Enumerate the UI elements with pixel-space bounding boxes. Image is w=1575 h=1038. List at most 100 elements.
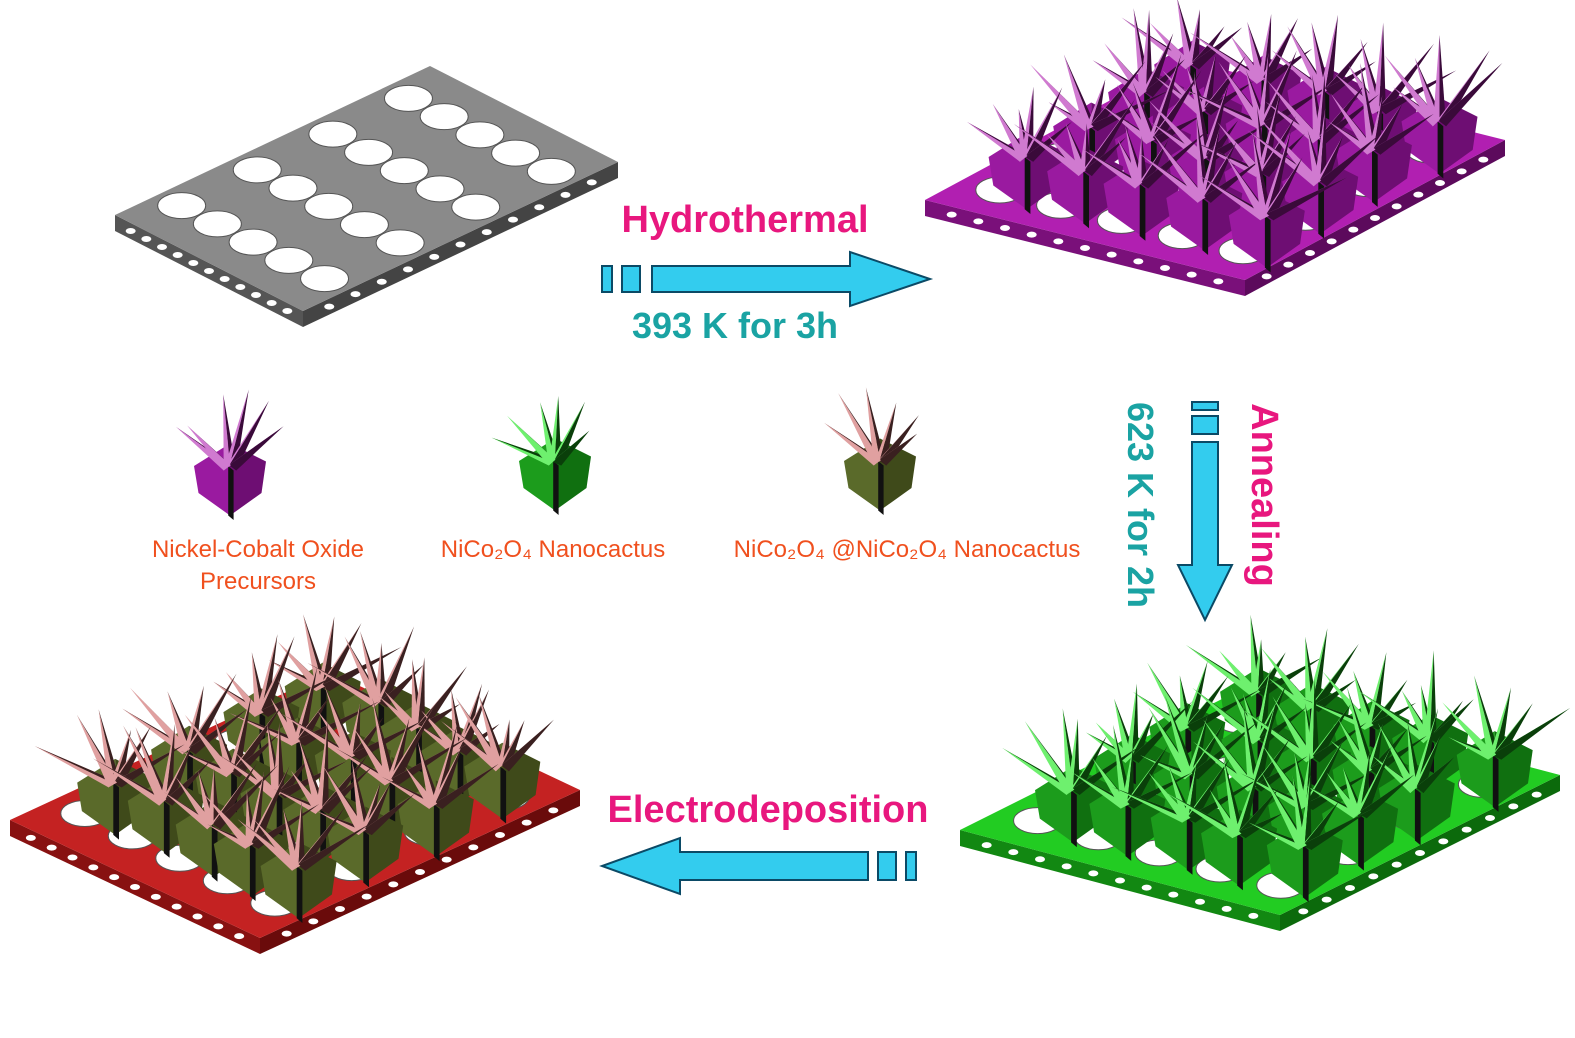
spike xyxy=(1204,159,1262,203)
spike xyxy=(1312,628,1328,713)
spike xyxy=(360,631,381,708)
spike xyxy=(417,741,436,809)
spike xyxy=(1101,105,1153,144)
spike xyxy=(1125,125,1149,189)
nanocactus xyxy=(491,395,591,515)
spike xyxy=(880,433,918,466)
spike xyxy=(1360,38,1380,115)
spike xyxy=(1091,79,1106,131)
spike xyxy=(1203,719,1262,792)
spike xyxy=(1448,737,1495,760)
spike xyxy=(1104,43,1153,97)
edge-hole xyxy=(1248,912,1259,919)
spike xyxy=(441,721,509,772)
nanocactus xyxy=(381,724,499,862)
spike xyxy=(1358,690,1437,744)
spike xyxy=(1494,708,1571,760)
spike xyxy=(1313,108,1326,187)
spike xyxy=(1078,123,1087,176)
spike xyxy=(352,717,384,760)
spike xyxy=(1196,116,1205,203)
edge-hole xyxy=(1438,838,1449,845)
spike xyxy=(1190,32,1264,84)
spike xyxy=(92,758,166,806)
nanocactus xyxy=(1304,746,1415,871)
petal-edge xyxy=(433,804,440,862)
spike xyxy=(1372,22,1384,115)
spike xyxy=(1084,79,1106,131)
edge-hole xyxy=(1088,870,1099,877)
edge-hole xyxy=(1370,215,1380,221)
edge-hole xyxy=(1106,251,1117,258)
spike xyxy=(216,753,286,799)
petal-edge xyxy=(1083,171,1089,229)
spike xyxy=(1373,103,1403,155)
spike xyxy=(1292,775,1312,850)
spike xyxy=(1267,80,1320,144)
edge-hole xyxy=(125,228,136,234)
edge-hole xyxy=(171,903,182,910)
spike xyxy=(1168,765,1189,823)
spike xyxy=(1187,661,1208,732)
spike xyxy=(182,685,204,755)
spike xyxy=(373,626,415,708)
spike xyxy=(1263,48,1313,84)
spike xyxy=(1223,756,1240,839)
spike xyxy=(1372,756,1424,793)
nanocactus xyxy=(1002,708,1140,848)
spike xyxy=(251,652,262,717)
petal-edge xyxy=(1318,181,1324,239)
nanocactus xyxy=(1248,771,1373,903)
spike xyxy=(278,679,305,746)
spike xyxy=(384,691,419,732)
edge-hole xyxy=(973,218,984,225)
hole xyxy=(419,103,469,131)
spike xyxy=(1063,54,1098,131)
spike xyxy=(307,662,387,708)
spike xyxy=(159,741,194,806)
nanocactus xyxy=(1165,756,1284,891)
hole xyxy=(268,174,318,202)
spike xyxy=(412,659,425,732)
edge-hole xyxy=(560,191,571,198)
spike xyxy=(1263,18,1298,84)
spike xyxy=(230,400,269,471)
spike xyxy=(1188,758,1230,823)
spike xyxy=(1370,723,1383,775)
spike xyxy=(175,777,214,830)
edge-hole xyxy=(946,211,957,218)
spike xyxy=(1325,41,1368,96)
spike xyxy=(1488,703,1533,760)
spike xyxy=(1379,22,1386,115)
spike xyxy=(315,720,328,814)
spike xyxy=(1304,808,1373,850)
spike xyxy=(1197,127,1220,203)
spike xyxy=(1085,98,1136,176)
spike xyxy=(1265,101,1327,144)
spike xyxy=(1251,639,1262,697)
spike xyxy=(1299,752,1310,810)
spike xyxy=(1342,767,1367,819)
spike xyxy=(1330,93,1374,155)
edge-hole xyxy=(350,291,361,298)
spike xyxy=(1092,757,1134,809)
spike xyxy=(429,724,458,809)
spike xyxy=(1148,100,1213,162)
edge-hole xyxy=(266,300,277,306)
legend-label: NiCo₂O₄ Nanocactus xyxy=(441,536,666,563)
spike xyxy=(1268,677,1319,713)
hole xyxy=(192,210,242,238)
spike xyxy=(1266,157,1303,221)
spike xyxy=(1305,643,1359,713)
hole xyxy=(304,192,354,220)
edge-hole xyxy=(88,864,99,871)
hole xyxy=(491,139,541,167)
spike xyxy=(315,754,368,814)
spike xyxy=(291,666,318,746)
spike xyxy=(292,807,345,871)
edge-hole xyxy=(415,869,425,875)
spike xyxy=(76,714,116,788)
spike xyxy=(1432,34,1440,127)
spike xyxy=(159,724,175,806)
spike xyxy=(865,387,887,466)
